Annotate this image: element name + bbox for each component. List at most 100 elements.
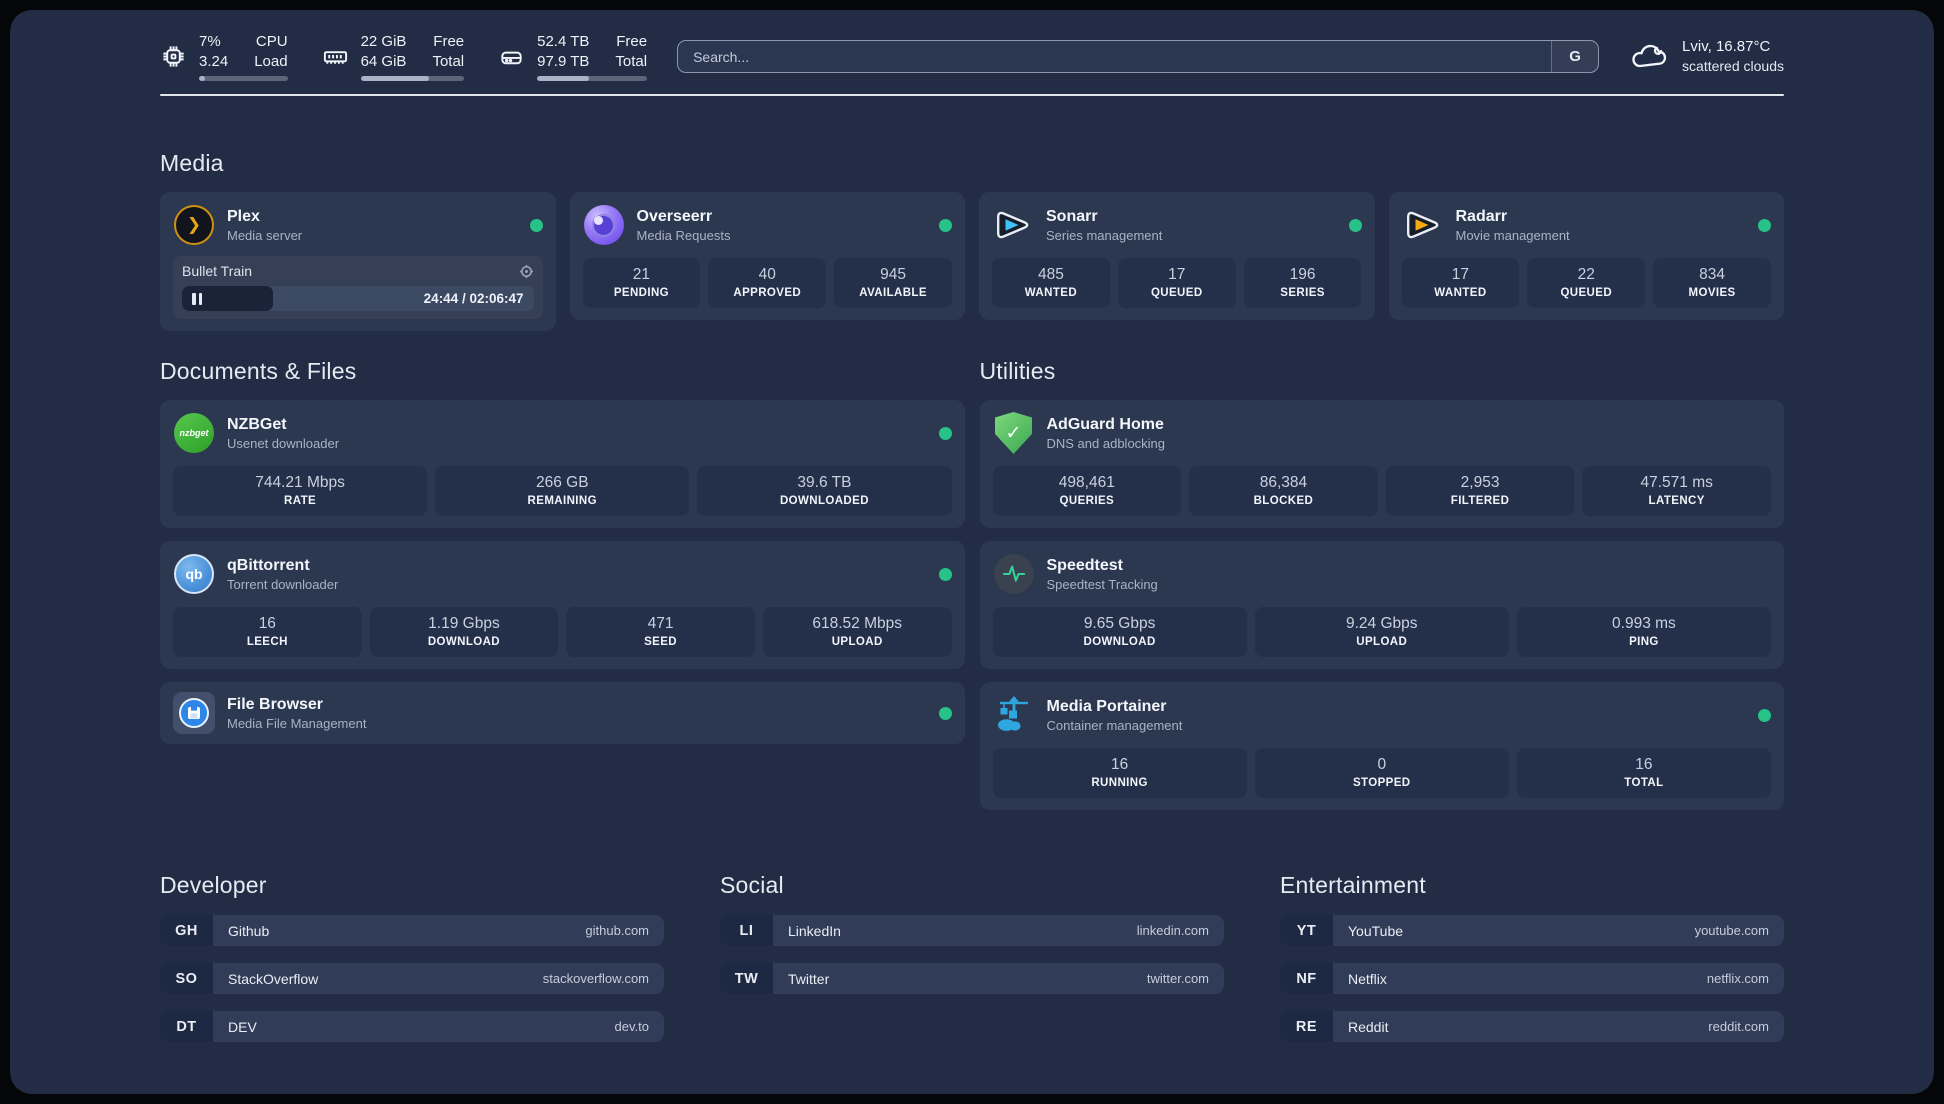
link-name: StackOverflow (228, 970, 319, 987)
link-pill: YouTube youtube.com (1333, 915, 1784, 946)
app-card-header: Sonarr Series management (992, 204, 1362, 246)
stat-tile-stopped: 0 STOPPED (1254, 748, 1509, 798)
stats-row: 9.65 Gbps DOWNLOAD 9.24 Gbps UPLOAD 0.99… (992, 607, 1772, 657)
link-name: YouTube (1348, 922, 1404, 939)
link-domain: dev.to (614, 1019, 649, 1034)
link-badge: TW (720, 963, 773, 994)
stat-value: 9.65 Gbps (1083, 615, 1156, 632)
speedtest-logo-icon (993, 554, 1034, 594)
link-youtube[interactable]: YT YouTube youtube.com (1280, 915, 1784, 946)
link-github[interactable]: GH Github github.com (160, 915, 664, 946)
stat-value: 17 (1451, 266, 1470, 283)
app-card-header: qb qBittorrent Torrent downloader (173, 553, 952, 595)
app-card-header: Media Portainer Container management (993, 694, 1771, 736)
search-input[interactable] (678, 41, 1552, 72)
status-online-dot (529, 218, 543, 232)
stat-label: MOVIES (1688, 287, 1736, 299)
stat-label: PING (1629, 636, 1659, 648)
app-description: Container management (1046, 717, 1183, 733)
stat-tile-remaining: 266 GB REMAINING (435, 466, 690, 516)
stat-labels: Free Total (432, 33, 465, 70)
stat-label: FILTERED (1450, 495, 1510, 507)
now-playing-title: Bullet Train (182, 263, 253, 279)
link-reddit[interactable]: RE Reddit reddit.com (1280, 1011, 1784, 1042)
stat-label: REMAINING (527, 495, 597, 507)
app-card-overseerr[interactable]: Overseerr Media Requests 21 PENDING 40 A… (569, 192, 965, 320)
app-card-plex[interactable]: ❯ Plex Media server Bullet Train 24:44 /… (160, 192, 556, 331)
link-name: LinkedIn (788, 922, 841, 939)
link-dev[interactable]: DT DEV dev.to (160, 1011, 664, 1042)
qbittorrent-logo-icon: qb (174, 554, 214, 594)
app-card-qbittorrent[interactable]: qb qBittorrent Torrent downloader 16 LEE… (160, 541, 965, 669)
link-domain: linkedin.com (1136, 923, 1209, 938)
stat-label: RATE (284, 495, 317, 507)
link-name: Netflix (1348, 970, 1387, 987)
links-column-entertainment: Entertainment YT YouTube youtube.com NF … (1280, 872, 1784, 1042)
link-pill: Twitter twitter.com (773, 963, 1224, 994)
app-card-adguard[interactable]: ✓ AdGuard Home DNS and adblocking 498,46… (979, 400, 1784, 528)
link-domain: reddit.com (1708, 1019, 1769, 1034)
stat-label: STOPPED (1352, 777, 1411, 789)
app-card-speedtest[interactable]: Speedtest Speedtest Tracking 9.65 Gbps D… (979, 541, 1784, 669)
app-name: Speedtest (1046, 556, 1123, 574)
now-playing-panel: Bullet Train 24:44 / 02:06:47 (173, 256, 543, 319)
stat-tile-ping: 0.993 ms PING (1516, 607, 1772, 657)
stats-row: 21 PENDING 40 APPROVED 945 AVAILABLE (582, 258, 953, 308)
filebrowser-logo-icon (173, 692, 215, 734)
stat-tile-rate: 744.21 Mbps RATE (173, 466, 428, 516)
stat-progress-track (360, 76, 465, 81)
link-badge: DT (160, 1011, 213, 1042)
stat-tile-movies: 834 MOVIES (1653, 258, 1771, 308)
app-name: qBittorrent (227, 556, 310, 574)
app-name: NZBGet (227, 415, 287, 433)
link-twitter[interactable]: TW Twitter twitter.com (720, 963, 1224, 994)
utilities-column: Utilities ✓ AdGuard Home DNS and adblock… (979, 358, 1784, 810)
stat-label: LATENCY (1648, 495, 1705, 507)
app-card-header: Radarr Movie management (1402, 204, 1771, 246)
stat-label: PENDING (613, 287, 670, 299)
app-card-filebrowser[interactable]: File Browser Media File Management (160, 682, 965, 744)
stat-tile-queries: 498,461 QUERIES (992, 466, 1182, 516)
stat-label: LEECH (246, 636, 288, 648)
stat-value: 40 (758, 266, 776, 283)
media-app-grid: ❯ Plex Media server Bullet Train 24:44 /… (160, 192, 1784, 331)
app-card-portainer[interactable]: Media Portainer Container management 16 … (979, 682, 1784, 810)
stat-values: 22 GiB 64 GiB (360, 33, 407, 70)
stat-tile-total: 16 TOTAL (1516, 748, 1772, 798)
system-stat-disk: 52.4 TB 97.9 TB Free Total (498, 32, 648, 81)
system-stat-cpu: 7% 3.24 CPU Load (160, 32, 288, 81)
link-linkedin[interactable]: LI LinkedIn linkedin.com (720, 915, 1224, 946)
link-stackoverflow[interactable]: SO StackOverflow stackoverflow.com (160, 963, 664, 994)
app-card-header: ✓ AdGuard Home DNS and adblocking (993, 412, 1772, 454)
link-badge: NF (1280, 963, 1333, 994)
link-domain: youtube.com (1694, 923, 1769, 938)
stat-value: 0.993 ms (1612, 615, 1676, 632)
app-card-sonarr[interactable]: Sonarr Series management 485 WANTED 17 Q… (979, 192, 1375, 320)
stat-value: 471 (647, 615, 674, 632)
playback-progress-bar: 24:44 / 02:06:47 (182, 286, 534, 311)
stat-labels: Free Total (615, 33, 648, 70)
app-description: Torrent downloader (227, 576, 339, 592)
stat-tile-available: 945 AVAILABLE (834, 258, 952, 308)
link-pill: DEV dev.to (213, 1011, 664, 1042)
stat-value: 498,461 (1058, 474, 1115, 491)
app-card-radarr[interactable]: Radarr Movie management 17 WANTED 22 QUE… (1388, 192, 1784, 320)
stat-tile-queued: 22 QUEUED (1527, 258, 1646, 308)
app-card-nzbget[interactable]: nzbget NZBGet Usenet downloader 744.21 M… (160, 400, 965, 528)
cpu-icon (163, 46, 184, 67)
search-engine-button[interactable]: G (1551, 41, 1599, 72)
stat-label: UPLOAD (831, 636, 883, 648)
stat-value: 1.19 Gbps (428, 615, 500, 632)
section-title-documents: Documents & Files (160, 358, 357, 384)
search-bar[interactable]: G (677, 40, 1600, 73)
link-pill: Reddit reddit.com (1333, 1011, 1784, 1042)
link-netflix[interactable]: NF Netflix netflix.com (1280, 963, 1784, 994)
links-column-developer: Developer GH Github github.com SO StackO… (160, 872, 664, 1042)
stat-label: SERIES (1280, 287, 1325, 299)
portainer-logo-icon (997, 696, 1028, 731)
cloud-icon (1632, 45, 1667, 68)
stat-tile-queued: 17 QUEUED (1117, 258, 1236, 308)
dashboard-screen: 7% 3.24 CPU Load 22 GiB 64 GiB Free Total 52… (10, 10, 1934, 1094)
stats-row: 16 RUNNING 0 STOPPED 16 TOTAL (992, 748, 1772, 798)
link-badge: GH (160, 915, 213, 946)
